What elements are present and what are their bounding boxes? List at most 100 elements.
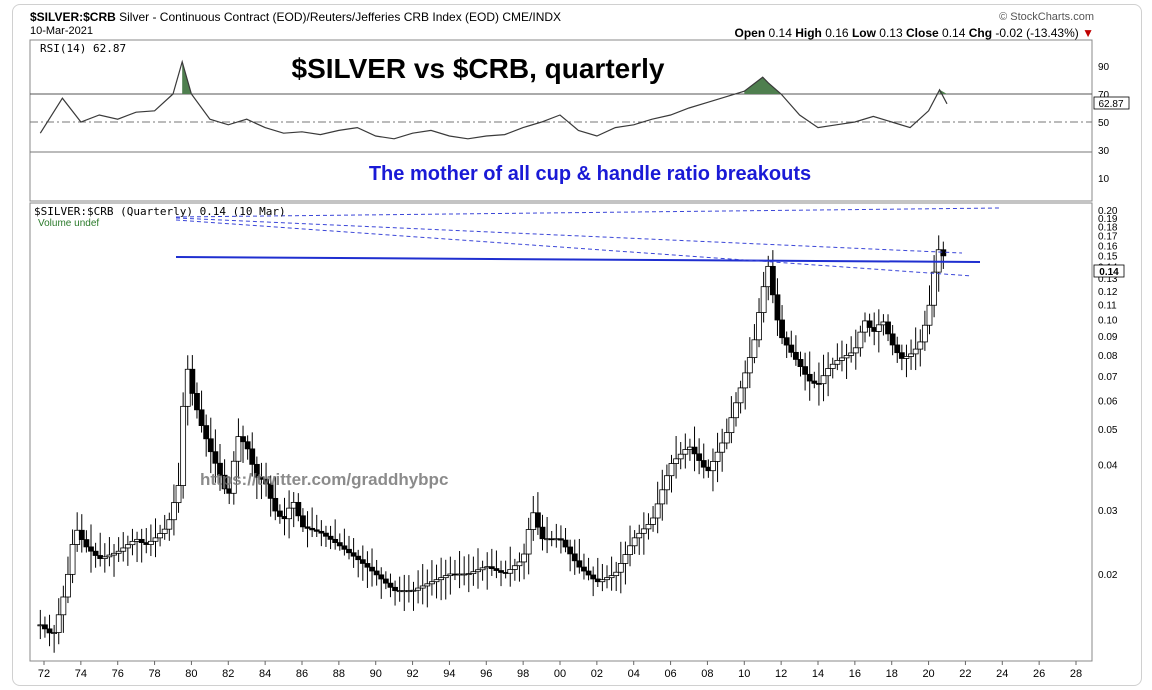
chart-header-title: $SILVER:$CRB Silver - Continuous Contrac… [30,10,561,24]
candle-body [912,348,919,355]
candle-body [516,561,523,567]
price-tick-label: 0.09 [1098,332,1118,343]
x-tick-label: 02 [591,668,603,680]
candle-body [926,304,933,326]
candle-body [286,507,293,520]
candle-body [733,402,739,419]
candle-body [327,535,334,540]
candle-body [645,523,652,530]
candle-body [369,566,375,572]
candle-body [622,554,629,564]
high-value: 0.16 [825,26,849,40]
candle-body [387,582,394,588]
candle-body [258,476,265,480]
candle-body [475,569,481,573]
price-tick-label: 0.13 [1098,274,1118,285]
candle-body [921,324,928,343]
candle-body [267,483,274,499]
candle-body [157,533,164,539]
candle-body [465,573,472,576]
candle-body [760,286,767,313]
rsi-tick-label: 90 [1098,62,1110,73]
candle-body [843,355,850,359]
candle-body [217,462,223,476]
price-candles [37,235,947,653]
low-value: 0.13 [879,26,903,40]
price-tick-label: 0.17 [1098,232,1118,243]
candle-body [78,529,85,540]
x-tick-label: 72 [38,668,50,680]
candle-body [65,573,71,598]
candle-body [834,359,841,365]
candle-body [792,351,799,360]
candle-body [806,373,813,382]
brand-logo: © StockCharts.com [999,11,1094,23]
candle-body [511,565,518,570]
candle-body [438,577,445,581]
candle-body [295,501,302,517]
candle-body [189,368,196,394]
price-tick-label: 0.20 [1098,206,1118,217]
x-tick-label: 10 [738,668,750,680]
candle-body [470,571,477,575]
candle-body [272,497,279,512]
candle-body [115,550,122,554]
price-tick-label: 0.12 [1098,287,1118,298]
x-tick-label: 14 [812,668,824,680]
x-tick-label: 98 [517,668,529,680]
candle-body [576,560,583,568]
price-tick-label: 0.03 [1098,506,1118,517]
price-legend: $SILVER:$CRB (Quarterly) 0.14 (10 Mar) [34,205,286,218]
candle-body [788,344,795,353]
x-tick-label: 92 [406,668,418,680]
x-tick-label: 06 [664,668,676,680]
candle-body [332,538,339,543]
high-label: High [795,26,822,40]
candle-body [336,542,343,547]
candle-body [558,538,564,541]
candle-body [493,568,500,571]
candle-body [581,566,587,572]
candle-body [230,460,237,494]
watermark-text: https://twitter.com/graddhybpc [200,470,448,489]
candle-body [521,553,527,563]
candle-body [244,441,251,450]
candle-body [797,359,804,368]
candle-body [194,393,200,411]
rsi-label: RSI(14) 62.87 [40,42,126,55]
candle-body [382,578,389,584]
candle-body [525,529,532,555]
price-tick-label: 0.08 [1098,351,1118,362]
x-tick-label: 78 [148,668,160,680]
price-tick-label: 0.15 [1098,251,1118,262]
x-tick-label: 24 [996,668,1008,680]
symbol-description: Silver - Continuous Contract (EOD)/Reute… [119,10,562,24]
ohlc-readout: Open 0.14 High 0.16 Low 0.13 Close 0.14 … [735,26,1095,40]
x-tick-label: 88 [333,668,345,680]
x-tick-label: 26 [1033,668,1045,680]
candle-body [700,460,707,468]
candle-body [691,446,698,455]
candle-body [429,581,435,585]
price-current-value: 0.14 [1099,267,1119,278]
candle-body [940,249,947,257]
candle-body [640,528,647,534]
candle-body [756,312,762,341]
x-tick-label: 12 [775,668,787,680]
candle-body [677,453,684,460]
x-tick-label: 16 [849,668,861,680]
candle-body [346,548,352,554]
candle-body [562,539,569,548]
candle-body [129,540,136,546]
candle-body [875,324,882,332]
volume-label: Volume undef [38,218,99,229]
rsi-overbought-area [744,77,782,94]
candle-body [175,485,182,504]
candle-body [166,519,173,530]
candle-body [599,579,606,583]
candle-body [908,353,914,357]
candle-body [359,559,366,564]
candle-body [373,570,380,576]
x-tick-label: 20 [922,668,934,680]
candle-body [779,319,785,339]
